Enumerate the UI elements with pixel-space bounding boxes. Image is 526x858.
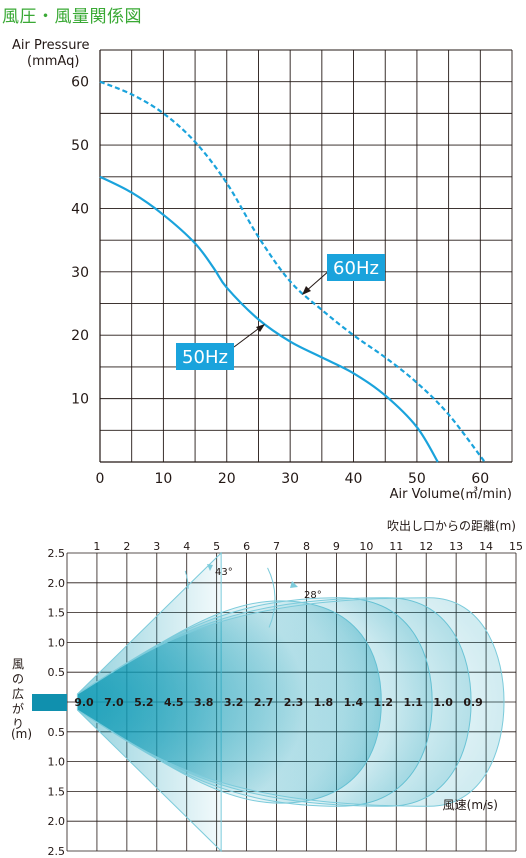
angle-label-28: 28° [304,590,322,601]
x-tick-label: 15 [509,540,523,553]
grid [99,49,513,463]
nozzle-outlet [32,694,67,711]
x-tick-label: 40 [345,471,363,487]
series-line-50hz [99,175,439,463]
y-tick-label: 50 [71,138,89,154]
y-axis-title-unit: (m) [11,727,32,741]
y-axis-title: 風の広がり [12,657,24,731]
angle-label-43: 43° [215,567,233,578]
y-tick-label-bottom: 0.5 [48,726,66,739]
y-axis-title: Air Pressure [12,38,90,53]
x-axis-title: 吹出し口からの距離(m) [387,519,516,533]
x-tick-label: 60 [471,471,489,487]
velocity-label: 2.7 [254,696,274,709]
velocity-label: 3.8 [194,696,214,709]
x-tick-label: 0 [96,471,105,487]
velocity-label: 1.0 [433,696,453,709]
y-tick-label-top: 1.5 [48,607,66,620]
x-tick-label: 5 [213,540,220,553]
y-tick-label-top: 0.5 [48,666,66,679]
velocity-title: 風速(m/s) [443,798,498,812]
velocity-label: 4.5 [164,696,184,709]
pressure-volume-chart: 0 10 20 30 40 50 60 10 20 30 40 50 60 Air Pressure(mm… [12,38,513,502]
velocity-label: 1.1 [403,696,423,709]
y-tick-label-top: 1.0 [48,636,66,649]
velocity-label: 1.4 [344,696,364,709]
y-tick-label: 40 [71,201,89,217]
x-tick-label: 1 [93,540,100,553]
x-tick-label: 8 [303,540,310,553]
x-tick-label: 14 [479,540,493,553]
series-line-60hz [99,80,486,463]
x-tick-label: 10 [154,471,172,487]
y-tick-label: 10 [71,392,89,408]
x-tick-label: 30 [281,471,299,487]
y-axis-title-unit: (mmAq) [27,54,79,69]
y-tick-label-bottom: 2.0 [48,815,66,828]
series-label-box [327,254,385,281]
series-label-text: 60Hz [333,258,379,279]
x-tick-label: 20 [218,471,236,487]
y-tick-label-bottom: 2.5 [48,845,66,858]
y-tick-label: 30 [71,265,89,281]
angle-arc-28 [267,567,276,628]
x-tick-label: 50 [408,471,426,487]
y-tick-label-top: 2.0 [48,577,66,590]
x-tick-label: 12 [419,540,433,553]
page-title: 風圧・風量関係図 [2,7,142,27]
y-tick-label: 20 [71,328,89,344]
x-tick-label: 13 [449,540,463,553]
spread-lobe-4 [76,597,505,807]
angle-arc-43 [184,570,189,589]
x-tick-label: 9 [333,540,340,553]
velocity-label: 7.0 [104,696,124,709]
y-tick-label-bottom: 1.5 [48,785,66,798]
x-tick-label: 6 [243,540,250,553]
velocity-label: 0.9 [463,696,483,709]
series-label-60hz: 60Hz [327,254,385,281]
x-tick-label: 7 [273,540,280,553]
series-label-box [176,343,234,370]
series-label-text: 50Hz [182,347,228,368]
arrowhead-60hz [302,286,311,295]
velocity-label: 9.0 [74,696,94,709]
y-tick-label-top: 2.5 [48,547,66,560]
x-tick-label: 10 [359,540,373,553]
velocity-label: 5.2 [134,696,154,709]
x-tick-label: 4 [183,540,190,553]
x-tick-label: 2 [123,540,130,553]
y-tick-label: 60 [71,75,89,91]
velocity-label: 3.2 [224,696,244,709]
angle-arrow-28 [290,581,298,588]
y-tick-label-bottom: 1.0 [48,756,66,769]
x-tick-label: 11 [389,540,403,553]
x-axis-title: Air Volume(㎥/min) [390,487,512,502]
angle-arrow-43 [207,564,213,571]
arrowhead-50hz [256,324,265,332]
velocity-label: 1.8 [314,696,334,709]
series-label-50hz: 50Hz [176,343,234,370]
leader-line-50hz [233,325,263,348]
x-tick-label: 3 [153,540,160,553]
velocity-label: 2.3 [284,696,304,709]
leader-line-60hz [304,269,331,293]
velocity-label: 1.2 [374,696,394,709]
